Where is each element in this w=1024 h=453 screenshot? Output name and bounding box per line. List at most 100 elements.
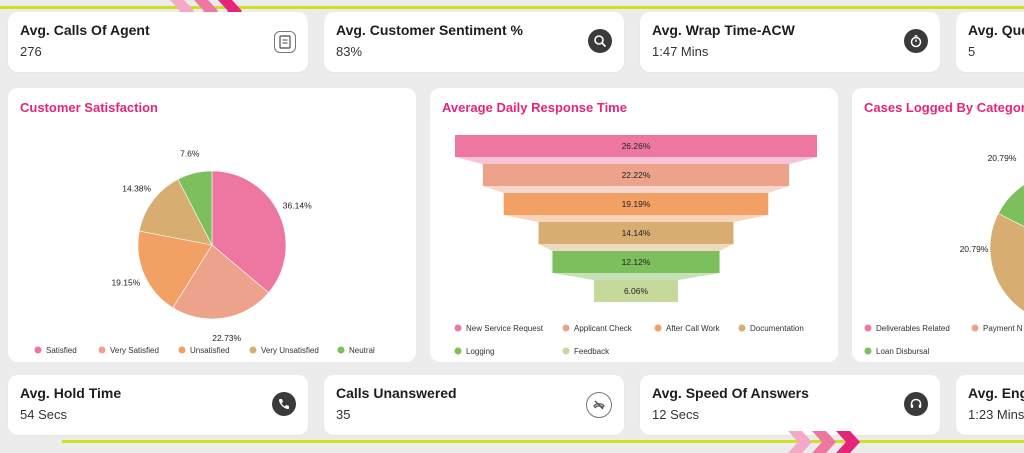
kpi-card-speed-of-answers: Avg. Speed Of Answers 12 Secs: [640, 375, 940, 435]
funnel-data-label: 14.14%: [622, 228, 651, 238]
kpi-value: 1:47 Mins: [652, 44, 709, 59]
legend-swatch: [562, 347, 570, 355]
legend-label[interactable]: Very Unsatisfied: [261, 346, 319, 355]
pie-slice-unsatisfied[interactable]: [137, 230, 213, 309]
legend-swatch: [454, 347, 462, 355]
legend-swatch: [34, 346, 42, 354]
kpi-card-hold-time: Avg. Hold Time 54 Secs: [8, 375, 308, 435]
legend-swatch: [864, 324, 872, 332]
legend-label[interactable]: Documentation: [750, 324, 804, 333]
kpi-card-customer-sentiment: Avg. Customer Sentiment % 83%: [324, 12, 624, 72]
kpi-title: Avg. Wrap Time-ACW: [652, 22, 795, 38]
kpi-title: Avg. Speed Of Answers: [652, 385, 809, 401]
kpi-value: 54 Secs: [20, 407, 67, 422]
legend-label[interactable]: Unsatisfied: [190, 346, 230, 355]
funnel-bar-new-service-request[interactable]: [455, 135, 817, 157]
pie-data-label: 19.15%: [111, 278, 140, 288]
headset-icon: [904, 392, 928, 416]
funnel-bar-logging[interactable]: [552, 251, 720, 273]
bottom-accent-line: [62, 440, 1024, 443]
funnel-connector: [455, 157, 817, 164]
pie-slice[interactable]: [997, 172, 1024, 248]
kpi-value: 276: [20, 44, 42, 59]
kpi-card-wrap-time: Avg. Wrap Time-ACW 1:47 Mins: [640, 12, 940, 72]
phone-hold-icon: [272, 392, 296, 416]
missed-call-icon: [586, 392, 612, 418]
funnel-connector: [482, 186, 790, 193]
pie-data-label: 22.73%: [212, 333, 241, 343]
pie-data-label: 20.79%: [960, 244, 989, 254]
legend-label[interactable]: Feedback: [574, 347, 610, 356]
panel-title: Customer Satisfaction: [20, 100, 158, 115]
kpi-title: Avg. Customer Sentiment %: [336, 22, 523, 38]
kpi-card-calls-of-agent: Avg. Calls Of Agent 276: [8, 12, 308, 72]
funnel-bar-documentation[interactable]: [538, 222, 734, 244]
pie-data-label: 14.38%: [122, 184, 151, 194]
legend-label[interactable]: Neutral: [349, 346, 375, 355]
funnel-data-label: 12.12%: [622, 257, 651, 267]
pie-slice[interactable]: [989, 213, 1024, 324]
legend-label[interactable]: Deliverables Related: [876, 324, 950, 333]
legend-label[interactable]: Loan Disbursal: [876, 347, 930, 356]
legend-swatch: [98, 346, 106, 354]
search-person-icon: [588, 29, 612, 53]
funnel-connector: [503, 215, 769, 222]
customer-satisfaction-pie-chart: 36.14% 22.73% 19.15% 14.38% 7.6% Satisfied Ver…: [34, 149, 375, 355]
report-icon: [274, 31, 296, 53]
funnel-data-label: 6.06%: [624, 286, 649, 296]
funnel-data-label: 22.22%: [622, 170, 651, 180]
kpi-title: Avg. Enga: [968, 385, 1024, 401]
pie-slice-very-satisfied[interactable]: [172, 244, 270, 320]
kpi-value: 5: [968, 44, 976, 59]
legend-swatch: [654, 324, 662, 332]
legend-label[interactable]: Very Satisfied: [110, 346, 159, 355]
funnel-connector: [538, 244, 734, 251]
average-daily-response-panel: Average Daily Response Time 26.26% 22.22%…: [430, 88, 838, 362]
kpi-value: 1:23 Mins: [968, 407, 1024, 422]
funnel-data-label: 19.19%: [622, 199, 651, 209]
pie-slice-very-unsatisfied[interactable]: [138, 178, 213, 246]
kpi-value: 12 Secs: [652, 407, 699, 422]
panel-title: Average Daily Response Time: [442, 100, 627, 115]
pie-slice-neutral[interactable]: [177, 170, 213, 246]
legend-swatch: [454, 324, 462, 332]
pie-data-label: 36.14%: [283, 200, 312, 210]
legend-label[interactable]: Applicant Check: [574, 324, 633, 333]
customer-satisfaction-panel: Customer Satisfaction 36.14% 22.73% 19.15%…: [8, 88, 416, 362]
pie-slice-satisfied[interactable]: [211, 170, 287, 294]
kpi-title: Avg. Calls Of Agent: [20, 22, 150, 38]
legend-swatch: [864, 347, 872, 355]
funnel-connector: [552, 273, 720, 280]
legend-swatch: [178, 346, 186, 354]
legend-swatch: [738, 324, 746, 332]
funnel-bar-applicant-check[interactable]: [482, 164, 790, 186]
stopwatch-icon: [904, 29, 928, 53]
kpi-card-calls-unanswered: Calls Unanswered 35: [324, 375, 624, 435]
cases-logged-panel: Cases Logged By Category 20.79% 20.79% Del…: [852, 88, 1024, 362]
kpi-card-que-partial: Avg. Que 5: [956, 12, 1024, 72]
legend-label[interactable]: Satisfied: [46, 346, 77, 355]
kpi-value: 35: [336, 407, 351, 422]
kpi-title: Avg. Hold Time: [20, 385, 122, 401]
legend-label[interactable]: Payment N: [983, 324, 1023, 333]
legend-swatch: [971, 324, 979, 332]
legend-swatch: [562, 324, 570, 332]
kpi-title: Calls Unanswered: [336, 385, 457, 401]
response-time-funnel-chart: 26.26% 22.22% 19.19% 14.14% 12.12% 6.06% New S…: [454, 135, 817, 356]
top-accent-line: [0, 6, 1024, 9]
legend-swatch: [249, 346, 257, 354]
funnel-data-label: 26.26%: [622, 141, 651, 151]
legend-label[interactable]: New Service Request: [466, 324, 544, 333]
pie-data-label: 7.6%: [180, 149, 200, 159]
funnel-bar-feedback[interactable]: [594, 280, 678, 302]
chevron-decoration-bottom: [788, 431, 860, 453]
legend-label[interactable]: After Call Work: [666, 324, 721, 333]
funnel-bar-after-call-work[interactable]: [503, 193, 769, 215]
legend-label[interactable]: Logging: [466, 347, 494, 356]
panel-title: Cases Logged By Category: [864, 100, 1024, 115]
cases-logged-pie-chart: 20.79% 20.79% Deliverables Related Payment …: [864, 153, 1024, 356]
kpi-title: Avg. Que: [968, 22, 1024, 38]
legend-swatch: [337, 346, 345, 354]
kpi-card-engagement-partial: Avg. Enga 1:23 Mins: [956, 375, 1024, 435]
kpi-value: 83%: [336, 44, 363, 59]
